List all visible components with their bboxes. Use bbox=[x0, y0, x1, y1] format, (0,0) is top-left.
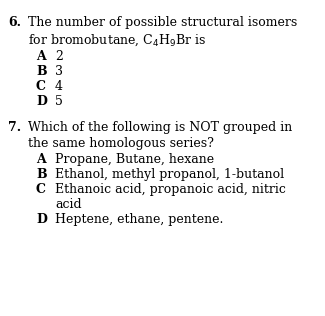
Text: B: B bbox=[36, 65, 46, 78]
Text: C: C bbox=[36, 80, 46, 93]
Text: Ethanol, methyl propanol, 1-butanol: Ethanol, methyl propanol, 1-butanol bbox=[55, 168, 284, 181]
Text: 6.: 6. bbox=[8, 16, 21, 29]
Text: B: B bbox=[36, 168, 46, 181]
Text: Which of the following is NOT grouped in: Which of the following is NOT grouped in bbox=[28, 121, 292, 134]
Text: D: D bbox=[36, 213, 47, 226]
Text: for bromobutane, C$_4$H$_9$Br is: for bromobutane, C$_4$H$_9$Br is bbox=[28, 33, 206, 48]
Text: the same homologous series?: the same homologous series? bbox=[28, 137, 214, 150]
Text: The number of possible structural isomers: The number of possible structural isomer… bbox=[28, 16, 297, 29]
Text: 5: 5 bbox=[55, 95, 63, 108]
Text: 4: 4 bbox=[55, 80, 63, 93]
Text: Ethanoic acid, propanoic acid, nitric: Ethanoic acid, propanoic acid, nitric bbox=[55, 183, 286, 196]
Text: D: D bbox=[36, 95, 47, 108]
Text: 2: 2 bbox=[55, 50, 63, 63]
Text: acid: acid bbox=[55, 198, 82, 211]
Text: Heptene, ethane, pentene.: Heptene, ethane, pentene. bbox=[55, 213, 223, 226]
Text: A: A bbox=[36, 153, 46, 166]
Text: 7.: 7. bbox=[8, 121, 21, 134]
Text: 3: 3 bbox=[55, 65, 63, 78]
Text: C: C bbox=[36, 183, 46, 196]
Text: Propane, Butane, hexane: Propane, Butane, hexane bbox=[55, 153, 214, 166]
Text: A: A bbox=[36, 50, 46, 63]
